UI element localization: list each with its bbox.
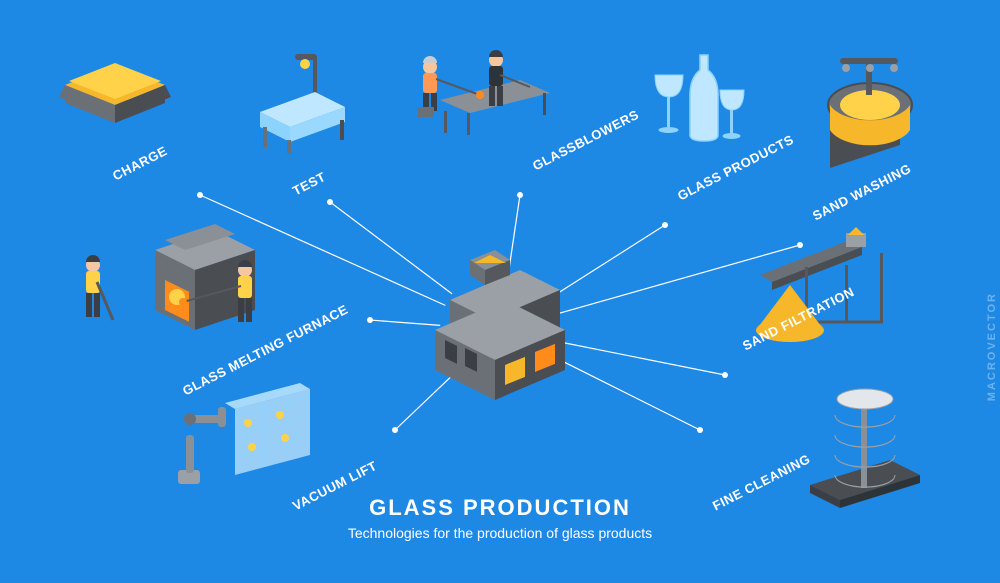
factory-icon [410, 245, 590, 415]
infographic-canvas: GLASS PRODUCTION Technologies for the pr… [0, 0, 1000, 583]
glass-products-icon [635, 40, 755, 160]
sand-washing-icon [800, 50, 940, 170]
title-block: GLASS PRODUCTION Technologies for the pr… [250, 495, 750, 541]
furnace-icon [65, 210, 285, 370]
watermark-text: MACROVECTOR [986, 292, 998, 401]
label-charge: CHARGE [110, 143, 170, 183]
infographic-subtitle: Technologies for the production of glass… [250, 525, 750, 541]
label-test: TEST [290, 169, 328, 198]
test-icon [245, 52, 355, 162]
glassblowers-icon [400, 35, 560, 145]
label-sandwash: SAND WASHING [810, 161, 914, 224]
charge-icon [55, 45, 175, 135]
fine-cleaning-icon [795, 375, 935, 515]
